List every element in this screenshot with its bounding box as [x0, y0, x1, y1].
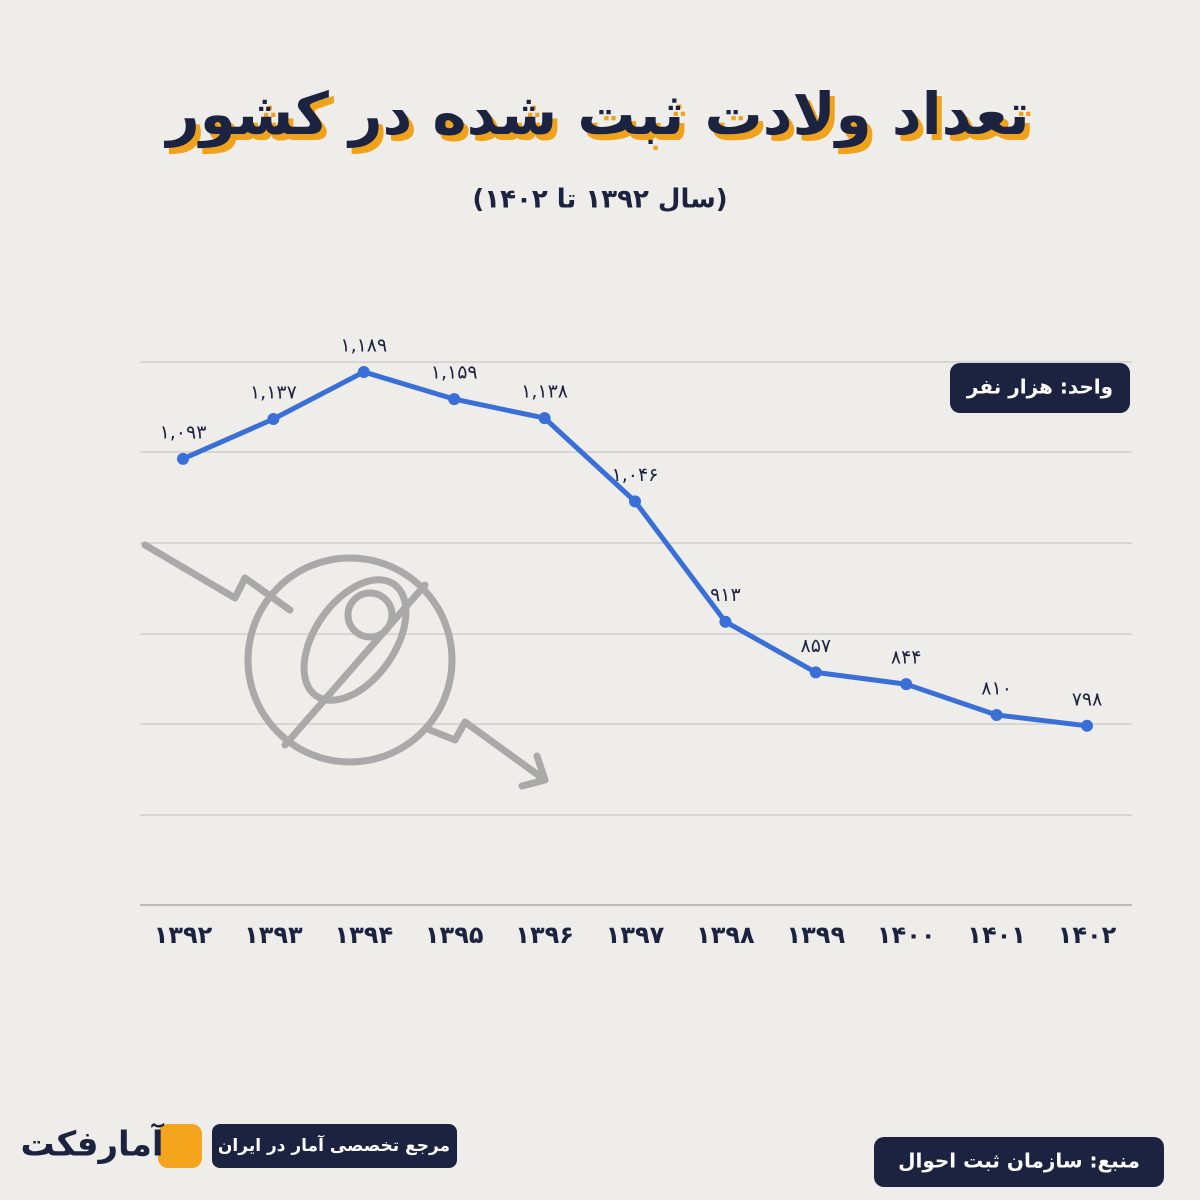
x-tick-label: ۱۳۹۶ — [515, 921, 574, 949]
decorative-icon — [141, 541, 549, 790]
value-label: ۷۹۸ — [1072, 688, 1103, 710]
chart-title: تعداد ولادت ثبت شده در کشور — [163, 80, 1029, 149]
grid — [140, 361, 1132, 906]
data-point — [629, 495, 641, 508]
icon-arrow-end — [426, 718, 549, 784]
x-tick-label: ۱۳۹۴ — [335, 921, 394, 949]
x-tick-label: ۱۳۹۵ — [425, 921, 484, 949]
value-label: ۸۱۰ — [981, 677, 1012, 699]
source-box — [874, 1137, 1164, 1187]
data-point — [357, 365, 370, 378]
icon-slash — [281, 581, 429, 749]
value-label: ۱,۰۹۳ — [160, 421, 207, 443]
x-tick-label: ۱۴۰۱ — [967, 921, 1026, 949]
value-label: ۸۵۷ — [800, 635, 831, 657]
icon-baby — [300, 576, 410, 704]
icon-baby-head — [344, 589, 396, 641]
chart-subtitle: (سال ۱۳۹۲ تا ۱۴۰۲) — [472, 185, 727, 215]
data-point — [267, 413, 280, 426]
value-label: ۱,۱۳۷ — [250, 382, 297, 404]
data-point — [1081, 719, 1093, 732]
brand-tagline: مرجع تخصصی آمار در ایران — [218, 1134, 450, 1156]
x-tick-label: ۱۳۹۸ — [696, 921, 755, 949]
icon-arrow-start — [141, 541, 294, 614]
x-tick-label: ۱۴۰۲ — [1058, 921, 1117, 949]
value-label: ۸۴۴ — [891, 647, 922, 669]
value-label: ۱,۰۴۶ — [612, 464, 659, 486]
data-point — [990, 708, 1003, 721]
data-point — [719, 615, 732, 628]
data-point — [900, 678, 913, 691]
value-label: ۹۱۳ — [710, 584, 741, 606]
brand-name: آمارفکت — [20, 1123, 164, 1165]
unit-box — [950, 363, 1130, 413]
x-tick-label: ۱۴۰۰ — [877, 921, 936, 949]
tagline-box — [212, 1124, 457, 1168]
title-shadow: تعداد ولادت ثبت شده در کشور — [168, 86, 1034, 155]
data-point — [809, 666, 822, 679]
data-point — [448, 393, 461, 406]
value-label: ۱,۱۳۸ — [521, 381, 568, 403]
data-point — [177, 452, 189, 465]
unit-label: واحد: هزار نفر — [966, 375, 1113, 399]
x-tick-label: ۱۳۹۹ — [787, 921, 846, 949]
data-point — [538, 412, 551, 425]
source: منبع: سازمان ثبت احوال — [898, 1149, 1140, 1173]
icon-arrowhead — [518, 752, 549, 790]
x-tick-label: ۱۳۹۷ — [606, 921, 665, 949]
plot: ۱۳۹۲ ۱۳۹۳ ۱۳۹۴ ۱۳۹۵ ۱۳۹۶ ۱۳۹۷ ۱۳۹۸ ۱۳۹۹ ۱۴۰۰ ۱۴۰۱… — [154, 334, 1117, 949]
value-label: ۱,۱۵۹ — [431, 362, 478, 384]
x-tick-label: ۱۳۹۳ — [244, 921, 303, 949]
brand-icon — [158, 1124, 202, 1168]
x-tick-label: ۱۳۹۲ — [154, 921, 213, 949]
icon-circle — [244, 554, 456, 766]
value-label: ۱,۱۸۹ — [340, 334, 387, 356]
